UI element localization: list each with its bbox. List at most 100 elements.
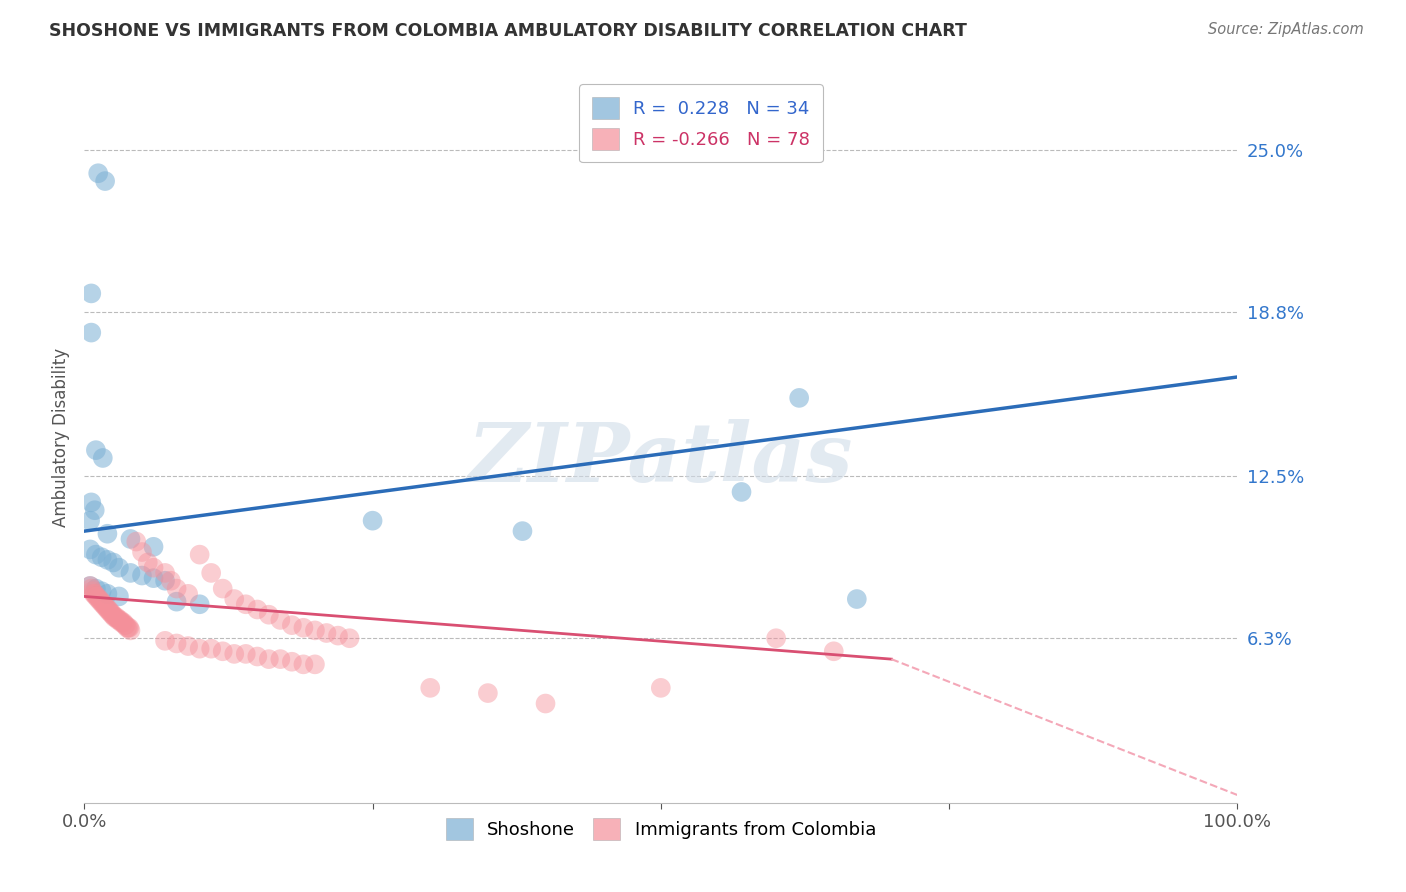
Point	[103, 610, 125, 624]
Point	[823, 644, 845, 658]
Point	[419, 681, 441, 695]
Point	[90, 550, 112, 565]
Point	[114, 618, 136, 632]
Point	[108, 613, 131, 627]
Point	[96, 599, 118, 614]
Point	[83, 587, 105, 601]
Point	[224, 647, 246, 661]
Point	[108, 613, 131, 627]
Point	[235, 647, 257, 661]
Point	[98, 605, 121, 619]
Point	[153, 633, 176, 648]
Point	[83, 503, 105, 517]
Point	[90, 595, 112, 609]
Point	[765, 632, 787, 646]
Point	[512, 524, 534, 538]
Point	[108, 590, 131, 604]
Point	[79, 579, 101, 593]
Point	[188, 597, 211, 611]
Point	[257, 607, 280, 622]
Point	[79, 579, 101, 593]
Point	[281, 618, 304, 632]
Point	[200, 566, 222, 580]
Point	[326, 629, 349, 643]
Point	[89, 595, 111, 609]
Point	[200, 641, 222, 656]
Point	[142, 560, 165, 574]
Point	[142, 571, 165, 585]
Point	[120, 566, 142, 580]
Point	[304, 657, 326, 672]
Legend: Shoshone, Immigrants from Colombia: Shoshone, Immigrants from Colombia	[433, 805, 889, 852]
Point	[108, 560, 131, 574]
Point	[80, 286, 103, 301]
Point	[120, 624, 142, 638]
Point	[80, 326, 103, 340]
Point	[787, 391, 810, 405]
Point	[115, 621, 138, 635]
Point	[131, 568, 153, 582]
Point	[97, 602, 120, 616]
Point	[131, 545, 153, 559]
Point	[120, 532, 142, 546]
Point	[84, 548, 107, 562]
Point	[103, 607, 124, 622]
Point	[361, 514, 384, 528]
Point	[91, 450, 114, 465]
Point	[136, 556, 159, 570]
Point	[166, 595, 188, 609]
Point	[125, 534, 148, 549]
Point	[257, 652, 280, 666]
Point	[89, 592, 111, 607]
Point	[80, 582, 103, 596]
Point	[292, 621, 315, 635]
Point	[96, 553, 118, 567]
Point	[83, 587, 105, 601]
Point	[269, 652, 291, 666]
Point	[100, 605, 122, 619]
Point	[153, 574, 176, 588]
Point	[101, 607, 124, 622]
Point	[87, 166, 110, 180]
Point	[94, 599, 117, 614]
Point	[105, 610, 128, 624]
Point	[477, 686, 499, 700]
Point	[110, 615, 132, 630]
Point	[118, 621, 141, 635]
Point	[90, 584, 112, 599]
Point	[84, 582, 107, 596]
Point	[96, 587, 118, 601]
Point	[246, 649, 269, 664]
Point	[188, 641, 211, 656]
Point	[160, 574, 183, 588]
Text: ZIPatlas: ZIPatlas	[468, 419, 853, 499]
Point	[91, 597, 114, 611]
Point	[84, 590, 107, 604]
Point	[115, 618, 138, 632]
Point	[730, 485, 752, 500]
Point	[94, 174, 117, 188]
Point	[235, 597, 257, 611]
Point	[86, 590, 108, 604]
Point	[93, 597, 115, 611]
Point	[96, 602, 118, 616]
Point	[339, 632, 361, 646]
Point	[79, 514, 101, 528]
Point	[269, 613, 291, 627]
Point	[111, 615, 134, 630]
Point	[107, 613, 129, 627]
Point	[80, 495, 103, 509]
Point	[246, 602, 269, 616]
Point	[534, 697, 557, 711]
Point	[166, 582, 188, 596]
Point	[281, 655, 304, 669]
Point	[304, 624, 326, 638]
Point	[96, 526, 118, 541]
Point	[117, 621, 139, 635]
Point	[112, 615, 135, 630]
Point	[142, 540, 165, 554]
Point	[177, 587, 200, 601]
Point	[153, 566, 176, 580]
Point	[82, 584, 104, 599]
Point	[79, 542, 101, 557]
